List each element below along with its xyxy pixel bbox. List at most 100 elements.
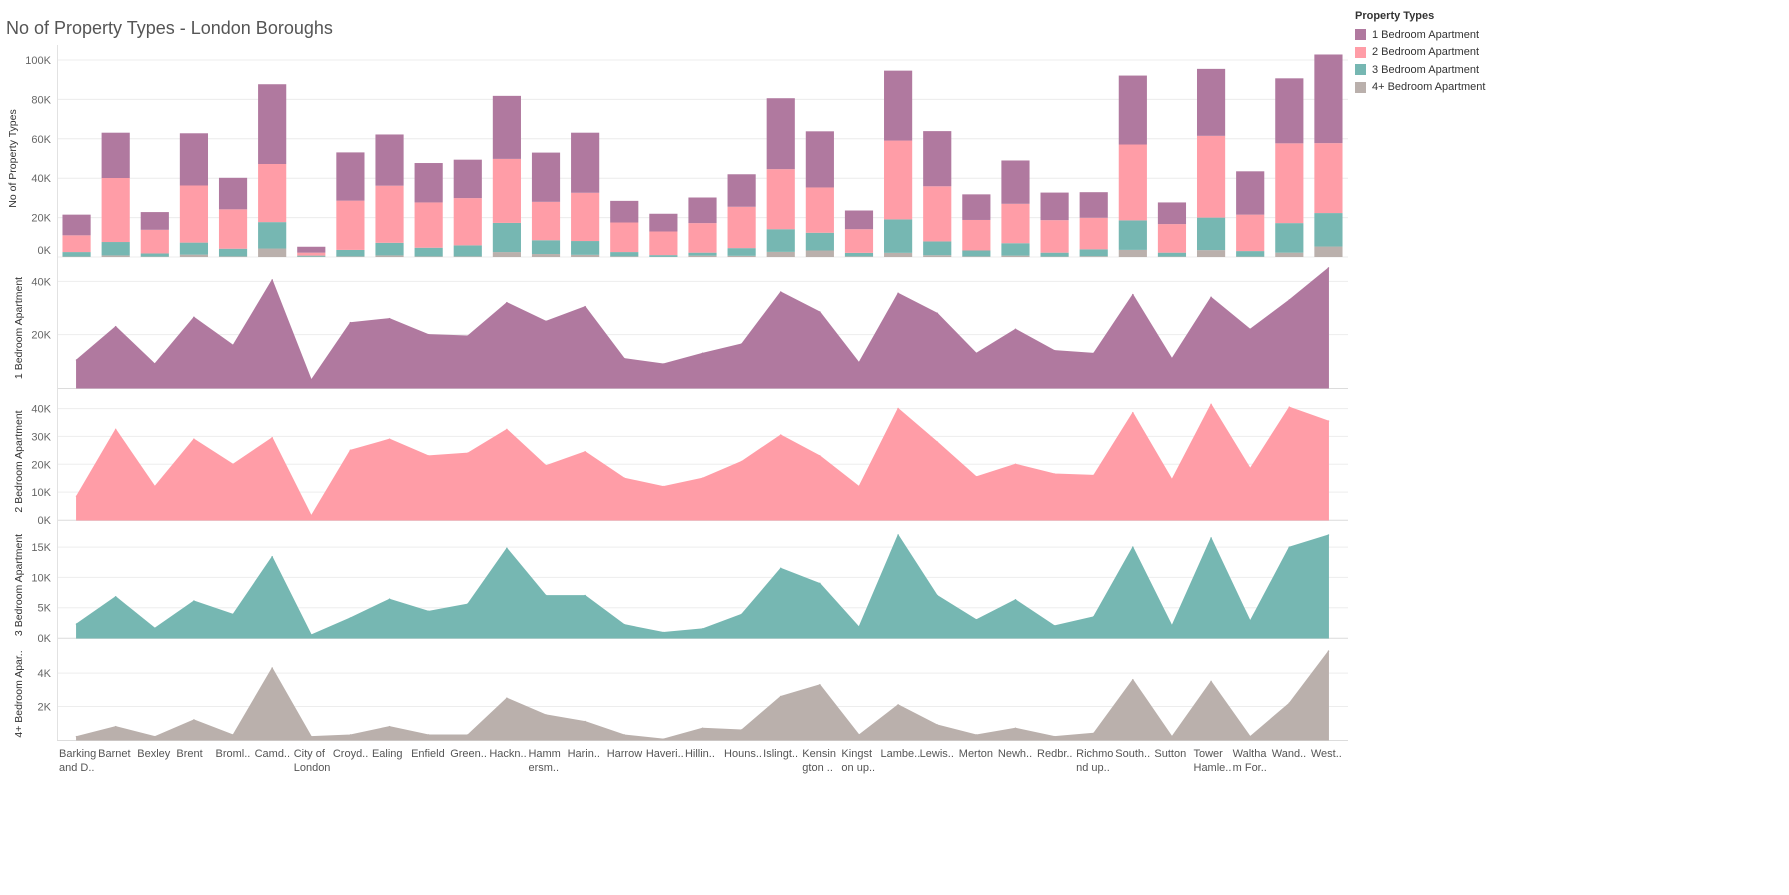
bar-segment [140,229,169,254]
area-y-tick-label: 10K [31,487,51,499]
bar-segment [766,98,795,170]
area-point [936,594,939,597]
legend-label-3-bedroom: 3 Bedroom Apartment [1372,63,1480,76]
bar-segment [923,131,952,187]
bar-segment [453,256,482,257]
area-y-tick-label: 40K [31,404,51,416]
bar-segment [1079,217,1108,250]
legend-item-2-bedroom[interactable]: 2 Bedroom Apartment [1355,44,1485,62]
area-point [1053,735,1056,738]
bar-segment [258,164,287,223]
area-point [584,720,586,723]
bar-segment [1314,213,1343,247]
bar-segment [1196,250,1226,257]
area-point [1288,299,1291,301]
bar-segment [1157,202,1187,225]
bar-segment [492,252,521,257]
bar-segment [844,256,874,257]
x-tick-label: Kingst on up.. [841,748,875,774]
area-point [975,476,978,478]
area-point [623,623,626,626]
bar-segment [884,252,913,257]
area-point [232,613,234,616]
bar-segment [1157,252,1187,257]
area-point [232,344,234,347]
bar-segment [531,240,561,255]
area-series-3 [76,533,1329,639]
area-point [271,437,273,439]
x-tick-label: Barking and D.. [59,748,96,774]
legend-item-1-bedroom[interactable]: 1 Bedroom Apartment [1355,26,1485,44]
area-point [545,714,547,716]
area-point [232,463,234,466]
x-tick-label: Waltha m For.. [1233,748,1268,774]
bar-segment [375,242,404,256]
x-tick-label: Harrow [607,748,643,760]
area-point [1327,267,1330,269]
bar-segment [1236,171,1265,215]
bar-segment [336,249,365,257]
area-point [740,729,743,731]
x-tick-label: Croyd.. [333,748,368,760]
area-point [154,363,156,365]
area-point [740,613,743,616]
bar-segment [375,134,404,186]
bar-segment [1001,243,1030,256]
area-point [584,594,586,597]
area-point [1132,546,1134,548]
area-point [1327,420,1330,422]
bar-y-tick-label: 60K [31,134,51,146]
bar-segment [531,254,561,257]
bar-segment [1275,223,1304,253]
area-point [623,734,626,736]
area-point [1014,328,1017,331]
area-point [858,361,860,364]
area-y-tick-label: 10K [31,572,51,584]
bar-segment [1079,256,1108,257]
bar-segment [101,255,130,257]
area-y-tick-label: 0K [38,515,52,527]
x-tick-label: Haveri.. [646,748,684,760]
legend[interactable]: Property Types 1 Bedroom Apartment 2 Bed… [1355,10,1485,96]
bar-segment [571,254,600,257]
x-tick-label: Wand.. [1272,748,1306,760]
bar-segment [1196,68,1226,136]
area-point [858,626,860,628]
area-point [193,316,195,319]
bar-segment [844,229,874,253]
area-point [1053,349,1056,352]
x-tick-label: Harin.. [568,748,600,760]
bar-segment [688,255,717,257]
area-series-1 [76,266,1329,389]
bar-segment [62,252,91,257]
bar-segment [297,252,326,256]
area-point [779,291,782,293]
area-point [506,428,508,431]
bar-segment [962,250,991,257]
area-series-4 [76,649,1329,741]
area-point [623,477,626,480]
area-point [1210,680,1212,683]
area-y-tick-label: 40K [31,276,51,288]
legend-item-3-bedroom[interactable]: 3 Bedroom Apartment [1355,61,1485,79]
legend-item-4plus-bedroom[interactable]: 4+ Bedroom Apartment [1355,79,1485,97]
area-point [427,455,430,457]
area-y-tick-label: 4K [38,668,52,680]
bar-segment [727,255,756,257]
bar-segment [336,256,365,257]
area-point [466,335,469,337]
bar-segment [531,201,561,241]
bar-segment [179,133,209,186]
x-tick-label: Enfield [411,748,445,760]
bar-segment [766,229,795,252]
bar-segment [140,253,169,257]
bar-segment [1314,143,1343,214]
area-y-tick-label: 15K [31,542,51,554]
x-tick-label: Islingt.. [763,748,798,760]
area-point [662,738,665,740]
bar-segment [1001,255,1030,257]
bar-segment [101,178,130,243]
area-point [701,477,704,480]
area-y-tick-label: 2K [38,702,52,714]
bar-segment [805,187,834,233]
